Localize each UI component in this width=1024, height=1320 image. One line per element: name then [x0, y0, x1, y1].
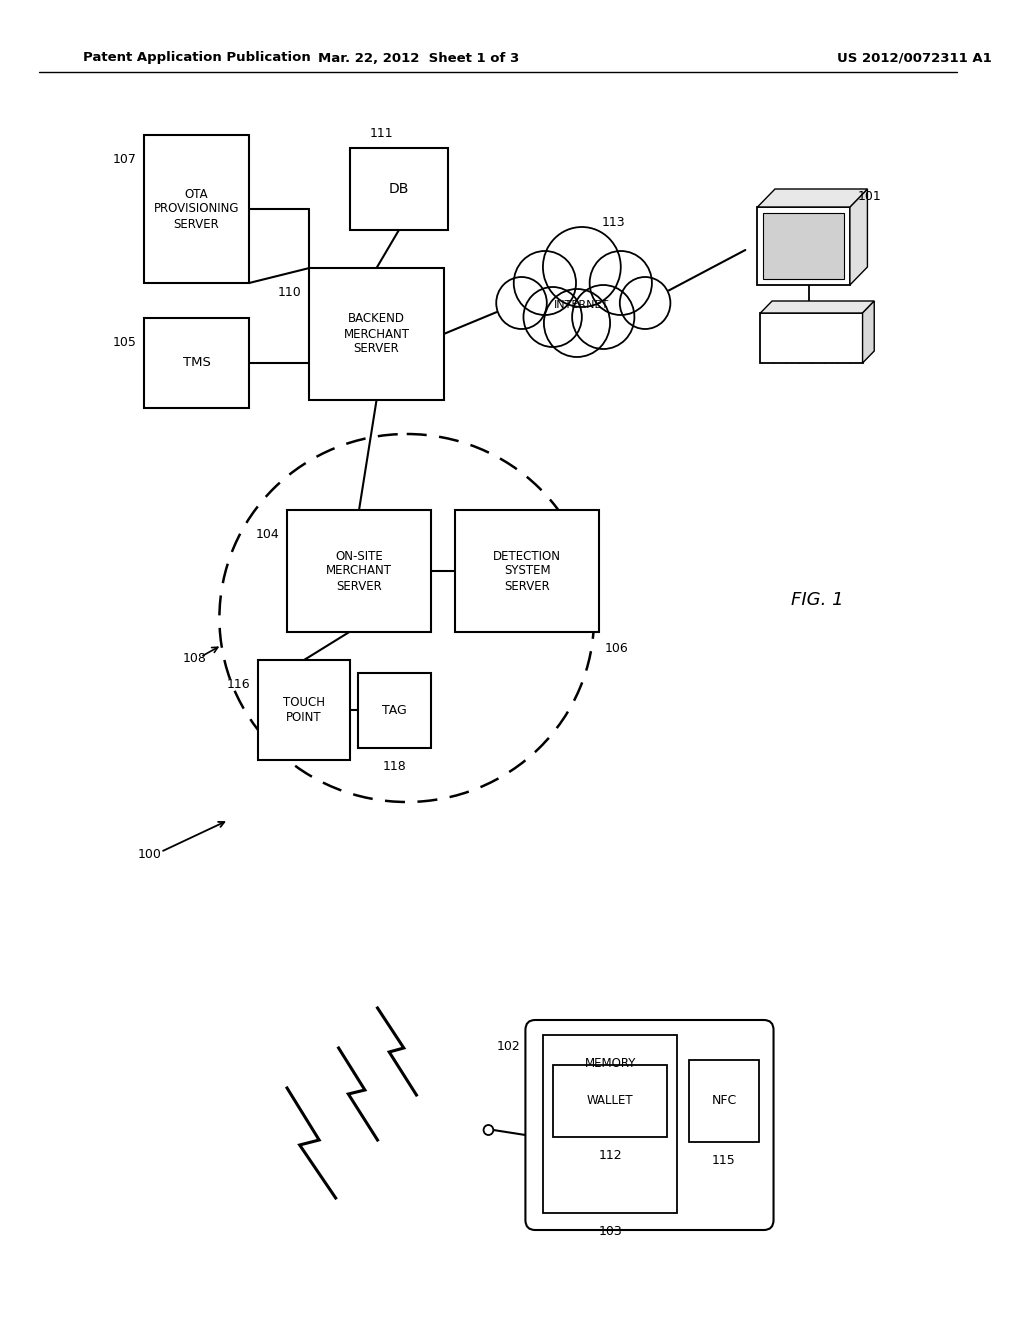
Bar	[309, 268, 443, 400]
Text: 103: 103	[598, 1225, 622, 1238]
Bar	[553, 1065, 668, 1137]
Polygon shape	[758, 189, 867, 207]
Text: MEMORY: MEMORY	[585, 1057, 636, 1071]
Text: OTA
PROVISIONING
SERVER: OTA PROVISIONING SERVER	[154, 187, 240, 231]
Text: TOUCH
POINT: TOUCH POINT	[283, 696, 325, 723]
Circle shape	[620, 277, 671, 329]
Circle shape	[497, 277, 547, 329]
Text: 108: 108	[183, 652, 207, 664]
Bar	[350, 148, 447, 230]
Text: WALLET: WALLET	[587, 1094, 634, 1107]
Text: 110: 110	[278, 286, 302, 300]
Bar	[689, 1060, 759, 1142]
Bar	[358, 673, 431, 748]
Bar	[761, 313, 862, 363]
Text: TMS: TMS	[182, 356, 211, 370]
Circle shape	[590, 251, 652, 315]
Circle shape	[544, 289, 610, 356]
Bar	[758, 207, 850, 285]
Text: 118: 118	[383, 760, 407, 774]
Text: 100: 100	[138, 849, 162, 862]
Text: US 2012/0072311 A1: US 2012/0072311 A1	[837, 51, 991, 65]
Text: 101: 101	[857, 190, 881, 203]
Text: 107: 107	[113, 153, 136, 166]
Text: 104: 104	[256, 528, 280, 541]
Polygon shape	[850, 189, 867, 285]
Text: 115: 115	[712, 1154, 736, 1167]
Text: 102: 102	[497, 1040, 520, 1053]
Text: ON-SITE
MERCHANT
SERVER: ON-SITE MERCHANT SERVER	[326, 549, 392, 593]
Text: Mar. 22, 2012  Sheet 1 of 3: Mar. 22, 2012 Sheet 1 of 3	[317, 51, 519, 65]
Circle shape	[523, 286, 582, 347]
Polygon shape	[761, 301, 874, 313]
Text: DETECTION
SYSTEM
SERVER: DETECTION SYSTEM SERVER	[494, 549, 561, 593]
Text: 111: 111	[370, 127, 393, 140]
Bar	[258, 660, 350, 760]
Text: BACKEND
MERCHANT
SERVER: BACKEND MERCHANT SERVER	[343, 313, 410, 355]
Text: 106: 106	[604, 642, 628, 655]
Text: 112: 112	[598, 1148, 622, 1162]
Bar	[543, 1035, 677, 1213]
Bar	[287, 510, 431, 632]
FancyBboxPatch shape	[525, 1020, 773, 1230]
Text: 116: 116	[226, 678, 250, 690]
Bar	[144, 318, 249, 408]
Text: FIG. 1: FIG. 1	[791, 591, 844, 609]
Text: NFC: NFC	[712, 1094, 736, 1107]
Polygon shape	[862, 301, 874, 363]
Circle shape	[514, 251, 577, 315]
Text: Patent Application Publication: Patent Application Publication	[83, 51, 310, 65]
Text: 105: 105	[113, 337, 136, 348]
Text: DB: DB	[389, 182, 410, 195]
Circle shape	[483, 1125, 494, 1135]
Circle shape	[572, 285, 635, 348]
Bar	[456, 510, 599, 632]
Circle shape	[543, 227, 621, 308]
Text: 113: 113	[601, 216, 625, 230]
Text: TAG: TAG	[382, 704, 407, 717]
Bar	[763, 213, 844, 279]
Text: INTERNET: INTERNET	[554, 300, 609, 310]
Bar	[144, 135, 249, 282]
